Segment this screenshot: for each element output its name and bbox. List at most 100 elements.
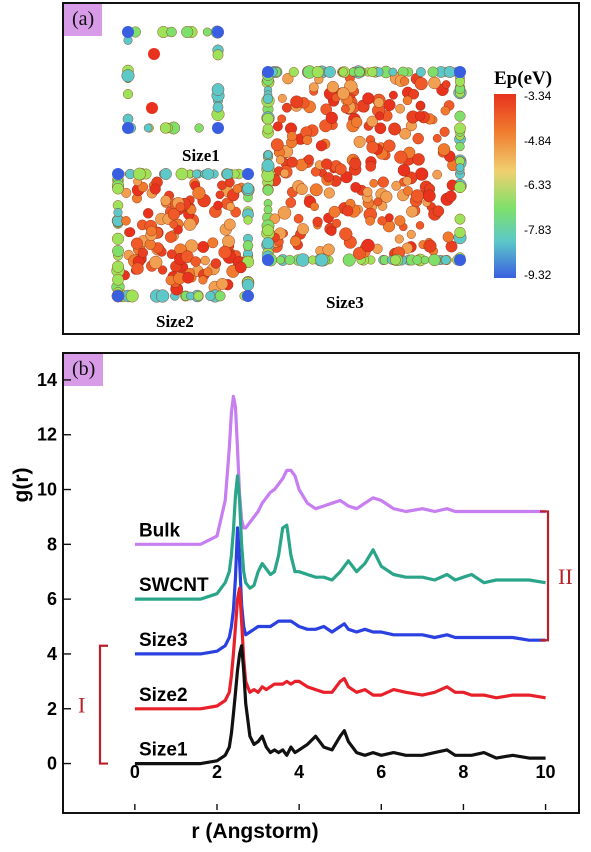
- atom: [353, 135, 366, 148]
- atom: [133, 167, 146, 181]
- atom: [406, 229, 416, 239]
- atom: [455, 142, 465, 152]
- atom: [190, 256, 201, 267]
- atom: [155, 289, 170, 303]
- atom: [422, 189, 436, 203]
- atom: [146, 225, 157, 237]
- atom: [342, 253, 356, 267]
- x-axis-label: r (Angstorm): [191, 820, 318, 843]
- atom: [175, 167, 189, 181]
- panel-b-label: (b): [64, 354, 104, 386]
- atom: [212, 26, 224, 38]
- atom: [326, 80, 339, 93]
- atom: [131, 262, 144, 275]
- panel-b: (b): [62, 352, 580, 814]
- atom: [383, 139, 396, 153]
- atom: [262, 93, 274, 104]
- atom: [380, 190, 393, 203]
- x-tick-label: 2: [212, 762, 222, 782]
- atom: [334, 163, 347, 176]
- atom: [207, 237, 219, 249]
- atom: [123, 89, 134, 100]
- atom: [440, 255, 451, 265]
- atom: [125, 289, 139, 303]
- atom: [263, 205, 273, 214]
- atom: [454, 110, 466, 122]
- panel-a: (a) Size1 Size2 Size3 Ep(eV) -3.34 -4.84…: [62, 2, 580, 335]
- atom: [454, 66, 466, 78]
- y-tick-label: 0: [47, 754, 57, 774]
- series-line-swcnt: [134, 474, 546, 601]
- atom: [234, 261, 247, 274]
- atom: [325, 111, 338, 124]
- atom: [198, 275, 208, 285]
- y-tick-label: 4: [47, 644, 57, 664]
- series-line-size3: [134, 526, 546, 656]
- atom: [297, 223, 309, 236]
- atom: [362, 186, 373, 197]
- structure-size2-image: [111, 167, 255, 303]
- atom: [328, 205, 341, 218]
- atom: [441, 80, 451, 89]
- atom: [454, 122, 466, 135]
- atom: [412, 153, 425, 166]
- atom: [312, 216, 323, 227]
- x-tick-label: 0: [130, 762, 140, 782]
- y-axis-label: g(r): [10, 468, 33, 503]
- atom: [148, 48, 160, 60]
- atom: [388, 67, 398, 77]
- atom: [277, 114, 287, 124]
- atom: [146, 102, 158, 114]
- series-label-size2: Size2: [139, 685, 188, 706]
- atom: [366, 115, 378, 128]
- x-tick-label: 4: [294, 762, 304, 782]
- atom: [309, 183, 323, 197]
- atom: [181, 26, 194, 39]
- atom: [160, 168, 172, 180]
- atom: [395, 103, 405, 114]
- atom: [223, 218, 236, 231]
- atom: [262, 66, 274, 78]
- atom: [293, 213, 304, 224]
- atom: [263, 150, 273, 159]
- atom: [321, 158, 333, 170]
- atom: [351, 116, 363, 128]
- atom: [212, 49, 224, 61]
- atom: [403, 186, 413, 196]
- atom: [183, 217, 197, 231]
- atom: [338, 67, 348, 77]
- atom: [121, 69, 135, 83]
- atom: [339, 227, 353, 241]
- atom: [122, 122, 134, 134]
- atom: [390, 254, 401, 266]
- atom: [166, 249, 177, 259]
- atom: [337, 87, 350, 100]
- y-tick-label: 14: [37, 370, 57, 390]
- atom: [310, 202, 319, 212]
- atom: [122, 26, 134, 38]
- atom: [286, 131, 297, 142]
- colorbar-title: Ep(eV): [494, 68, 552, 89]
- series-line-size2: [134, 586, 546, 711]
- atom: [394, 150, 408, 164]
- series-label-swcnt: SWCNT: [139, 575, 209, 596]
- atom: [304, 154, 314, 165]
- colorbar-tick-label: -9.32: [524, 268, 552, 282]
- atom: [354, 66, 365, 78]
- atom: [454, 226, 466, 239]
- atom: [275, 155, 285, 165]
- atom: [439, 126, 450, 137]
- atom: [402, 95, 413, 106]
- atom: [311, 66, 324, 79]
- atom: [290, 95, 304, 109]
- atom: [415, 67, 426, 77]
- atom: [112, 260, 125, 273]
- y-tick-label: 12: [37, 425, 57, 445]
- atom: [365, 215, 375, 226]
- atom: [367, 67, 378, 78]
- atom: [149, 255, 163, 270]
- atom: [432, 169, 443, 180]
- x-tick-label: 8: [458, 762, 468, 782]
- atom: [216, 277, 229, 290]
